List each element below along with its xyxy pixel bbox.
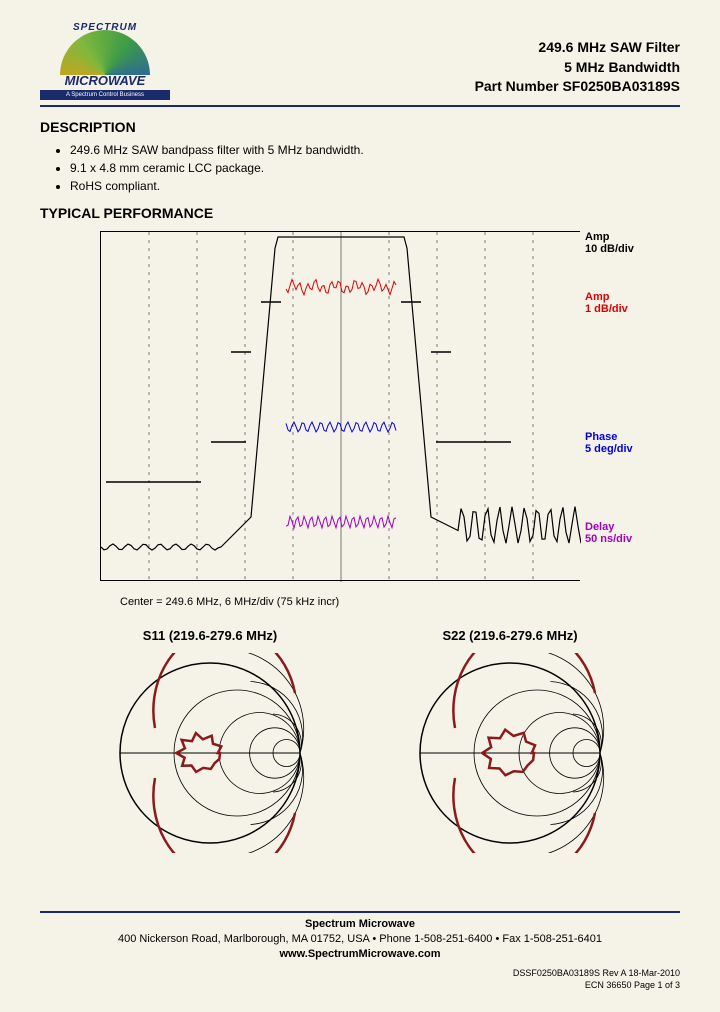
logo-bottom-text: MICROWAVE: [40, 73, 170, 88]
s11-column: S11 (219.6-279.6 MHz): [110, 628, 310, 858]
page-footer: Spectrum Microwave 400 Nickerson Road, M…: [40, 911, 680, 992]
description-list: 249.6 MHz SAW bandpass filter with 5 MHz…: [70, 141, 680, 195]
performance-chart: Amp10 dB/div Amp1 dB/div Phase5 deg/div Del…: [100, 231, 650, 591]
chart-plot-area: [100, 231, 580, 581]
s22-smith-chart: [410, 653, 610, 853]
chart-axis-label: Amp10 dB/div: [585, 231, 634, 255]
logo-top-text: SPECTRUM: [40, 22, 170, 33]
bullet-item: 249.6 MHz SAW bandpass filter with 5 MHz…: [70, 141, 680, 159]
logo-subtitle: A Spectrum Control Business: [40, 90, 170, 100]
description-heading: DESCRIPTION: [40, 119, 680, 135]
page-header: SPECTRUM MICROWAVE A Spectrum Control Bu…: [40, 30, 680, 107]
chart-axis-label: Phase5 deg/div: [585, 431, 633, 455]
title-line-1: 249.6 MHz SAW Filter: [475, 38, 680, 58]
footer-doc-rev: DSSF0250BA03189S Rev A 18-Mar-2010: [40, 967, 680, 980]
performance-heading: TYPICAL PERFORMANCE: [40, 205, 680, 221]
document-title: 249.6 MHz SAW Filter 5 MHz Bandwidth Par…: [475, 30, 680, 97]
footer-address: 400 Nickerson Road, Marlborough, MA 0175…: [40, 932, 680, 947]
chart-axis-label: Amp1 dB/div: [585, 291, 628, 315]
footer-company: Spectrum Microwave: [40, 917, 680, 932]
title-line-3: Part Number SF0250BA03189S: [475, 77, 680, 97]
s11-title: S11 (219.6-279.6 MHz): [110, 628, 310, 643]
s22-column: S22 (219.6-279.6 MHz): [410, 628, 610, 858]
logo-rainbow-arc: [60, 30, 150, 75]
footer-website: www.SpectrumMicrowave.com: [40, 947, 680, 962]
title-line-2: 5 MHz Bandwidth: [475, 58, 680, 78]
chart-caption: Center = 249.6 MHz, 6 MHz/div (75 kHz in…: [120, 596, 680, 608]
company-logo: SPECTRUM MICROWAVE A Spectrum Control Bu…: [40, 30, 170, 95]
smith-chart-row: S11 (219.6-279.6 MHz) S22 (219.6-279.6 M…: [40, 628, 680, 858]
s22-title: S22 (219.6-279.6 MHz): [410, 628, 610, 643]
chart-axis-label: Delay50 ns/div: [585, 521, 632, 545]
s11-smith-chart: [110, 653, 310, 853]
chart-svg: [101, 232, 581, 582]
footer-metadata: DSSF0250BA03189S Rev A 18-Mar-2010 ECN 3…: [40, 967, 680, 992]
bullet-item: RoHS compliant.: [70, 177, 680, 195]
bullet-item: 9.1 x 4.8 mm ceramic LCC package.: [70, 159, 680, 177]
footer-ecn-page: ECN 36650 Page 1 of 3: [40, 979, 680, 992]
